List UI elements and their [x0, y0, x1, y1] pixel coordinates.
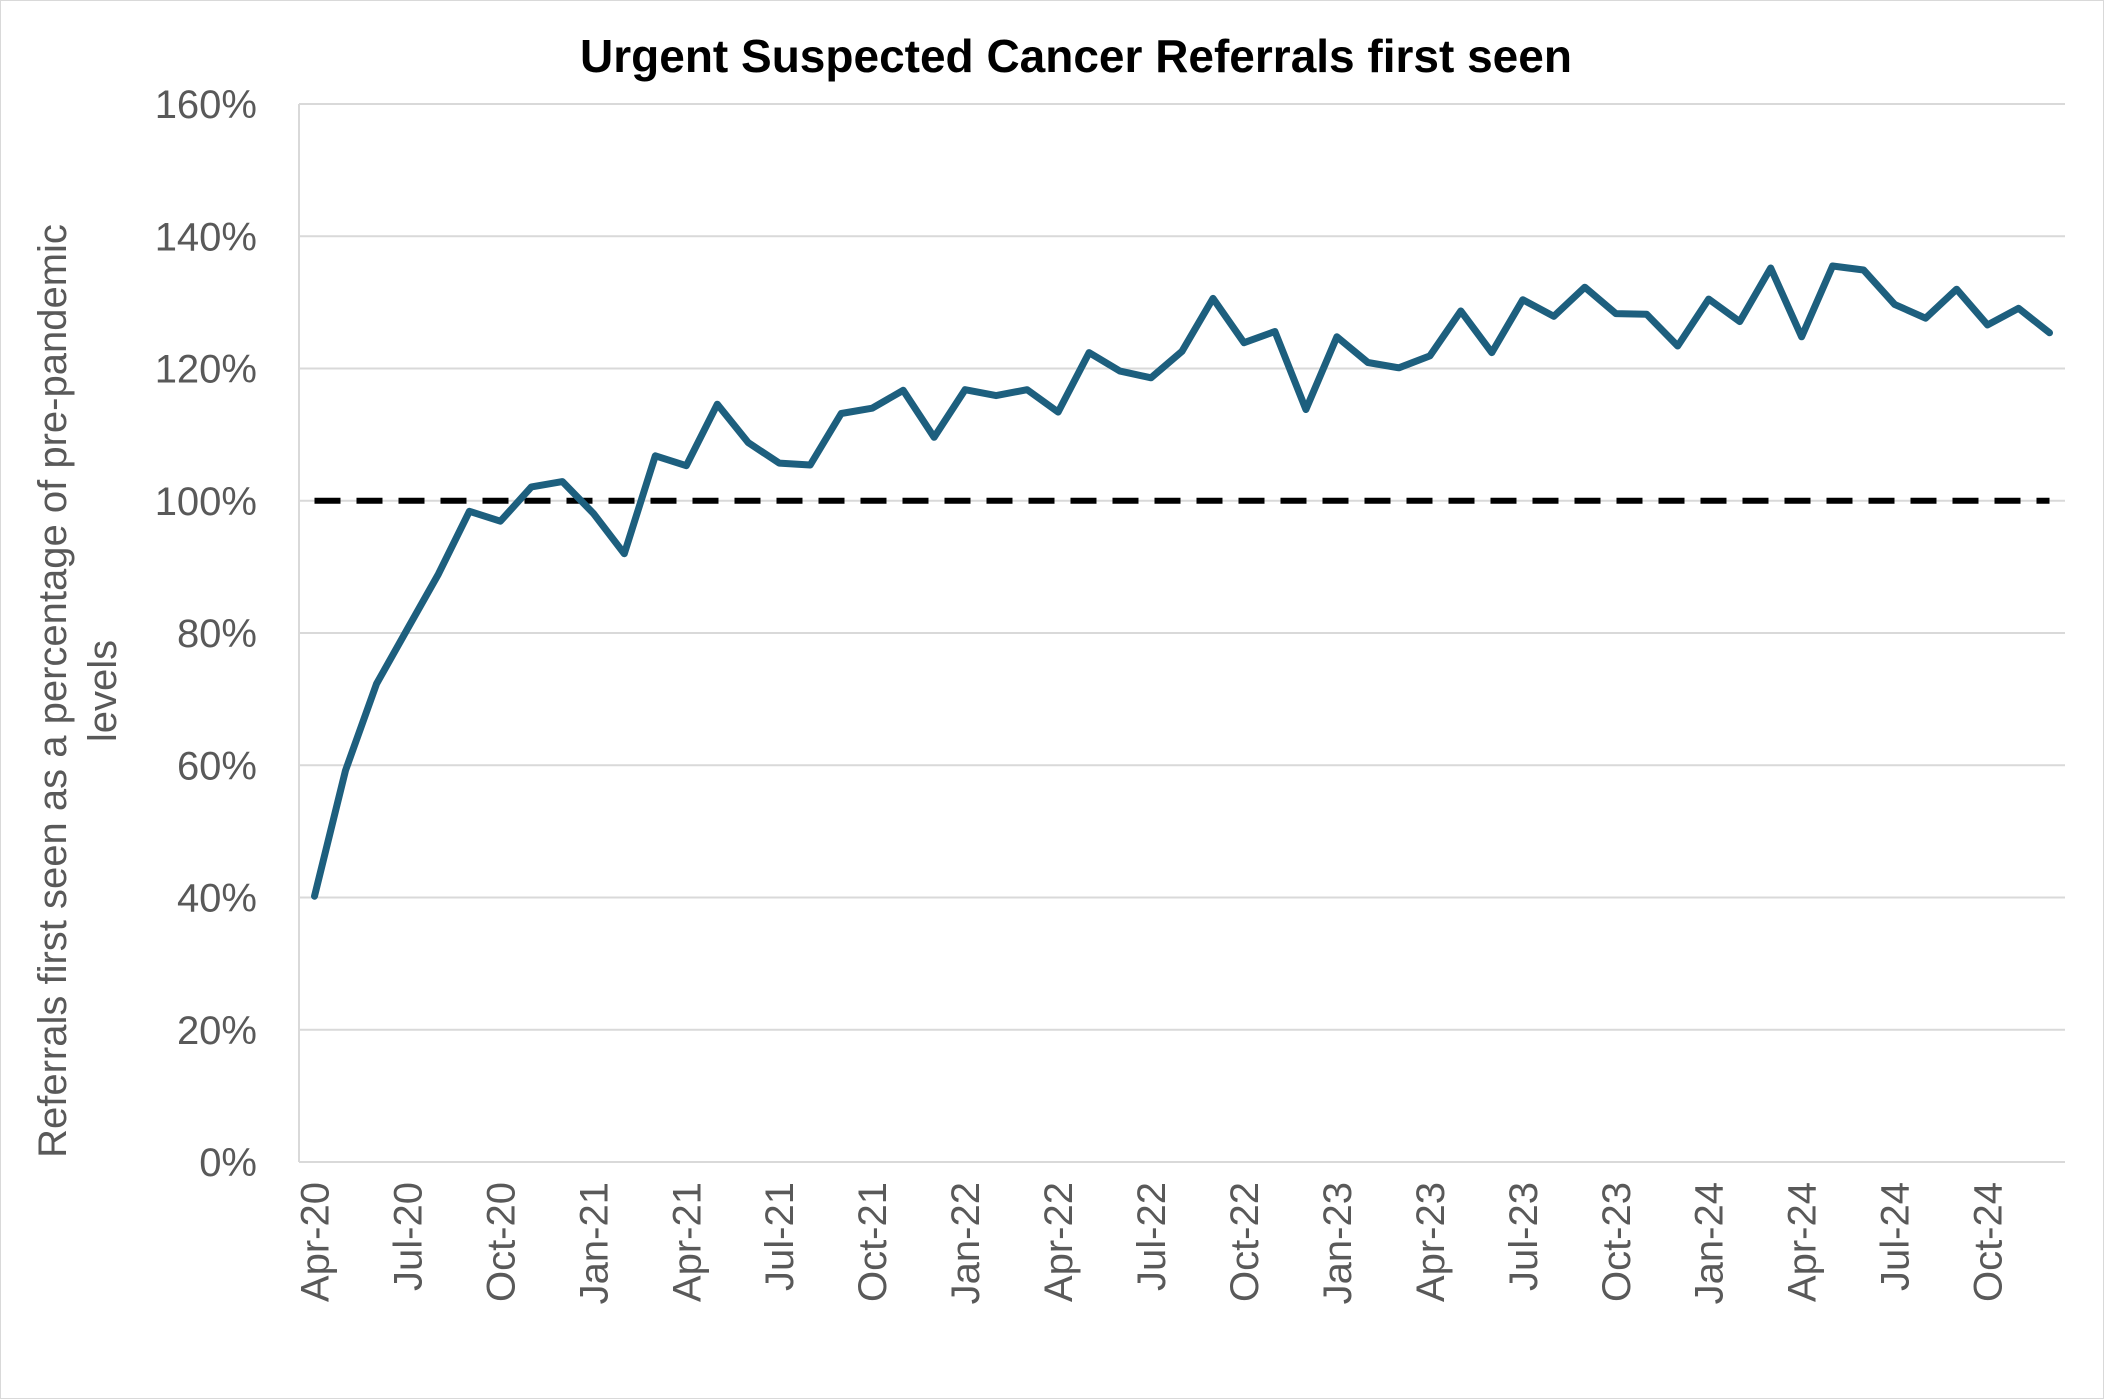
- x-tick-label: Oct-24: [1967, 1182, 2011, 1302]
- chart-title: Urgent Suspected Cancer Referrals first …: [580, 30, 1572, 82]
- x-tick-labels: Apr-20 Jul-20 Oct-20 Jan-21 Apr-21 Jul-21 Oct-…: [293, 1182, 2010, 1304]
- y-tick-label: 0%: [199, 1141, 257, 1185]
- x-tick-label: Jan-22: [944, 1182, 988, 1304]
- y-tick-label: 100%: [155, 480, 257, 524]
- x-tick-label: Apr-20: [293, 1182, 337, 1302]
- y-tick-labels: 0% 20% 40% 60% 80% 100% 120% 140% 160%: [155, 83, 257, 1185]
- x-tick-label: Apr-23: [1409, 1182, 1453, 1302]
- y-tick-label: 40%: [177, 877, 257, 921]
- x-tick-label: Jul-24: [1874, 1182, 1918, 1291]
- y-tick-label: 20%: [177, 1009, 257, 1053]
- x-tick-label: Jul-22: [1130, 1182, 1174, 1291]
- x-tick-label: Apr-22: [1037, 1182, 1081, 1302]
- y-tick-label: 160%: [155, 83, 257, 127]
- x-tick-label: Jul-21: [758, 1182, 802, 1291]
- series-group: [311, 262, 2053, 900]
- y-axis-title-line-2: levels: [81, 640, 125, 742]
- x-tick-label: Jul-23: [1502, 1182, 1546, 1291]
- x-tick-label: Oct-21: [851, 1182, 895, 1302]
- x-tick-label: Apr-21: [665, 1182, 709, 1302]
- x-tick-label: Jan-23: [1316, 1182, 1360, 1304]
- series-line: [311, 262, 2053, 900]
- y-tick-label: 60%: [177, 744, 257, 788]
- x-tick-label: Jan-24: [1688, 1182, 1732, 1304]
- y-tick-label: 120%: [155, 348, 257, 392]
- y-tick-label: 80%: [177, 612, 257, 656]
- x-tick-label: Oct-20: [479, 1182, 523, 1302]
- x-tick-label: Jul-20: [386, 1182, 430, 1291]
- x-tick-label: Oct-23: [1595, 1182, 1639, 1302]
- gridlines: [298, 103, 2065, 1163]
- x-tick-label: Jan-21: [572, 1182, 616, 1304]
- x-tick-label: Oct-22: [1223, 1182, 1267, 1302]
- x-tick-label: Apr-24: [1781, 1182, 1825, 1302]
- y-tick-label: 140%: [155, 215, 257, 259]
- y-axis-title-line-1: Referrals first seen as a percentage of …: [31, 224, 75, 1158]
